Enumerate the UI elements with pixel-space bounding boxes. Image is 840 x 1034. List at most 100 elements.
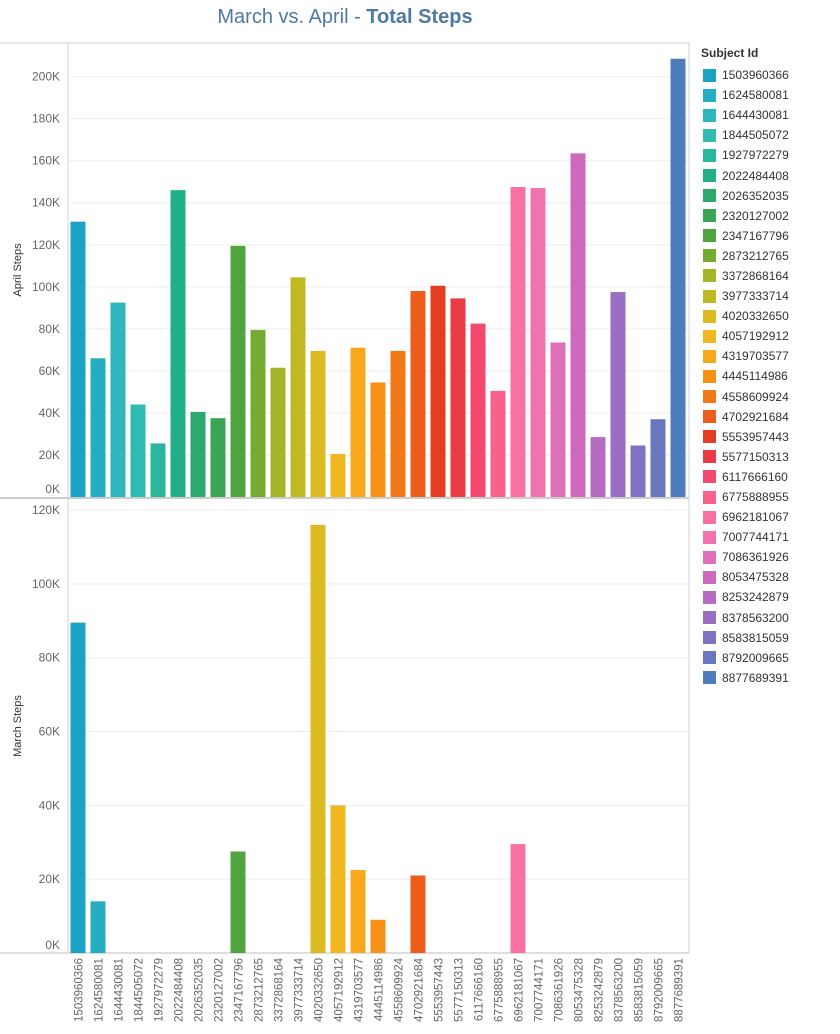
- legend-swatch: [703, 510, 716, 524]
- x-tick-label: 6117666160: [474, 958, 486, 1021]
- bar: [590, 437, 606, 497]
- legend-label: 6775888955: [722, 490, 789, 505]
- legend-item: 7086361926: [701, 547, 836, 567]
- y-tick-label: 180K: [32, 112, 60, 126]
- chart-title-bold: Total Steps: [366, 6, 473, 28]
- legend-item: 1927972279: [701, 145, 836, 165]
- legend-swatch: [703, 169, 716, 183]
- y-axis-title: April Steps: [12, 243, 24, 297]
- legend-label: 7086361926: [722, 550, 789, 565]
- legend-swatch: [703, 349, 716, 363]
- legend-item: 2026352035: [701, 186, 836, 206]
- bar: [490, 390, 506, 497]
- bar: [170, 190, 186, 497]
- legend-swatch: [703, 410, 716, 424]
- legend-item: 1844505072: [701, 125, 836, 145]
- legend-label: 6962181067: [722, 510, 789, 525]
- bar: [370, 919, 386, 953]
- legend-item: 3977333714: [701, 286, 836, 306]
- legend-item: 8253242879: [701, 587, 836, 607]
- x-tick-label: 2022484408: [174, 958, 186, 1022]
- legend-label: 8792009665: [722, 650, 789, 665]
- legend-label: 2026352035: [722, 188, 789, 203]
- y-tick-label: 140K: [32, 196, 60, 210]
- y-tick-label: 0K: [45, 482, 60, 496]
- legend-item: 1624580081: [701, 85, 836, 105]
- legend-item: 8877689391: [701, 668, 836, 688]
- legend-label: 3372868164: [722, 268, 789, 283]
- legend-label: 5553957443: [722, 429, 789, 444]
- x-tick-label: 4558609924: [394, 957, 406, 1022]
- x-tick-label: 6775888955: [494, 958, 506, 1022]
- bar: [210, 418, 226, 497]
- x-tick-label: 2347167796: [234, 958, 246, 1022]
- legend-item: 4558609924: [701, 387, 836, 407]
- x-tick-label: 8053475328: [574, 958, 586, 1022]
- legend-swatch: [703, 570, 716, 584]
- bar: [330, 453, 346, 497]
- y-tick-label: 40K: [39, 406, 60, 420]
- x-tick-label: 1844505072: [134, 958, 146, 1022]
- legend-item: 2873212765: [701, 246, 836, 266]
- legend-swatch: [703, 430, 716, 444]
- legend-item: 6962181067: [701, 507, 836, 527]
- legend-label: 2320127002: [722, 208, 789, 223]
- legend-swatch: [703, 631, 716, 645]
- y-tick-label: 80K: [39, 651, 60, 665]
- bar: [130, 404, 146, 497]
- legend-label: 7007744171: [722, 530, 789, 545]
- bar: [430, 285, 446, 497]
- legend-item: 4702921684: [701, 407, 836, 427]
- legend-swatch: [703, 611, 716, 625]
- legend-swatch: [703, 128, 716, 142]
- legend-swatch: [703, 369, 716, 383]
- x-tick-label: 4319703577: [354, 958, 366, 1022]
- x-tick-label: 8583815059: [634, 958, 646, 1022]
- bar: [390, 350, 406, 497]
- legend-label: 2022484408: [722, 168, 789, 183]
- bar: [270, 367, 286, 497]
- legend-swatch: [703, 68, 716, 82]
- x-tick-label: 2026352035: [194, 958, 206, 1022]
- x-tick-label: 4702921684: [414, 957, 426, 1022]
- y-tick-label: 40K: [39, 798, 60, 812]
- legend-item: 2320127002: [701, 206, 836, 226]
- y-tick-label: 60K: [39, 364, 60, 378]
- x-tick-label: 3372868164: [274, 957, 286, 1022]
- legend-item: 8378563200: [701, 608, 836, 628]
- x-tick-label: 6962181067: [514, 958, 526, 1022]
- legend-label: 8378563200: [722, 610, 789, 625]
- legend-swatch: [703, 108, 716, 122]
- legend-swatch: [703, 329, 716, 343]
- legend-item: 7007744171: [701, 527, 836, 547]
- legend-swatch: [703, 390, 716, 404]
- bar: [190, 411, 206, 497]
- bar: [90, 358, 106, 497]
- bar: [230, 245, 246, 497]
- legend-label: 4445114986: [722, 369, 788, 384]
- legend-item: 8053475328: [701, 567, 836, 587]
- x-tick-label: 3977333714: [294, 957, 306, 1022]
- legend-label: 1644430081: [722, 108, 789, 123]
- bar: [470, 323, 486, 497]
- x-tick-label: 1927972279: [154, 958, 166, 1022]
- bar: [410, 291, 426, 497]
- legend-item: 8792009665: [701, 648, 836, 668]
- legend-item: 4057192912: [701, 326, 836, 346]
- legend-title: Subject Id: [701, 46, 759, 60]
- legend-item: 2347167796: [701, 226, 836, 246]
- legend-label: 1624580081: [722, 88, 789, 103]
- legend-swatch: [703, 590, 716, 604]
- legend-label: 8053475328: [722, 570, 789, 585]
- bar: [610, 292, 626, 497]
- legend-swatch: [703, 309, 716, 323]
- bar: [110, 302, 126, 497]
- legend-label: 4702921684: [722, 409, 789, 424]
- legend-label: 6117666160: [722, 469, 788, 484]
- legend-label: 4057192912: [722, 329, 789, 344]
- y-tick-label: 100K: [32, 577, 60, 591]
- legend-swatch: [703, 249, 716, 263]
- x-tick-label: 8378563200: [614, 958, 626, 1022]
- y-tick-label: 100K: [32, 280, 60, 294]
- bar: [630, 445, 646, 497]
